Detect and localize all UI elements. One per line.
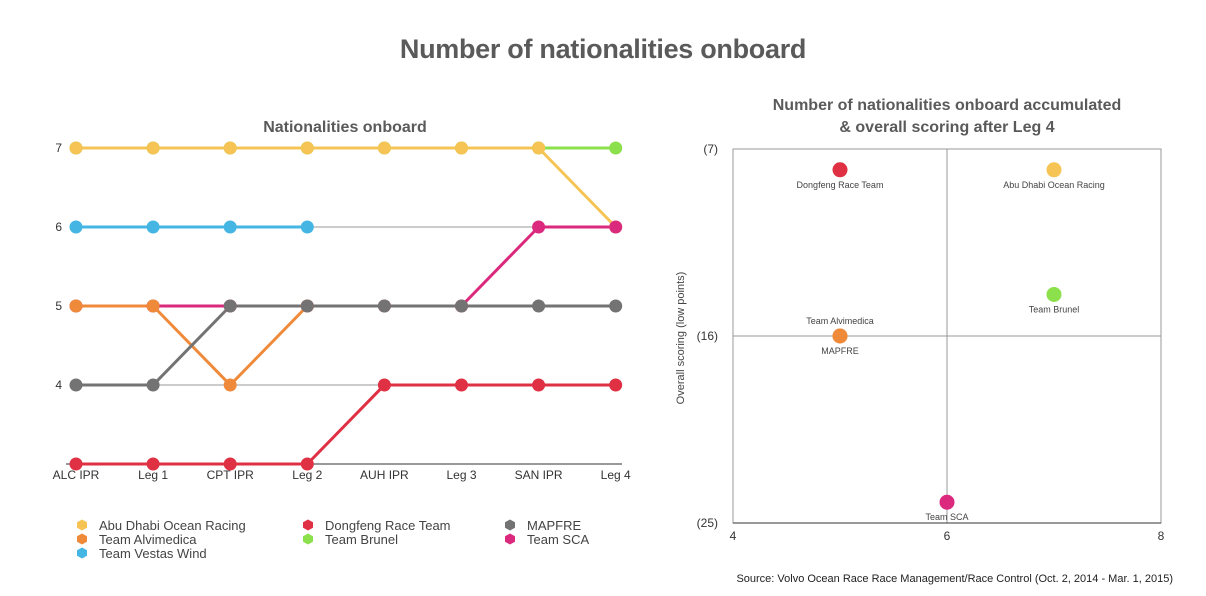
data-point-team-alvimedica	[69, 299, 83, 313]
series-line-dongfeng-race-team	[76, 383, 616, 466]
source-note: Source: Volvo Ocean Race Race Management…	[736, 573, 1173, 585]
legend-marker-team-alvimedica	[77, 533, 87, 545]
y-tick-label: (25)	[697, 516, 718, 530]
point-label-team-sca: Team SCA	[925, 512, 968, 522]
data-point-mapfre	[377, 299, 391, 313]
data-point-abu-dhabi-ocean-racing	[455, 141, 468, 155]
data-point-abu-dhabi-ocean-racing	[223, 141, 237, 155]
data-point-mapfre	[832, 328, 848, 344]
line-chart: Nationalities onboard 7 6 5 4 ALC IPR Leg 1 CPT…	[53, 119, 631, 561]
data-point-mapfre	[455, 299, 468, 313]
point-label-abu-dhabi-ocean-racing: Abu Dhabi Ocean Racing	[1003, 180, 1105, 190]
data-point-dongfeng-race-team	[377, 378, 391, 392]
data-point-mapfre	[69, 378, 83, 392]
series-line-abu-dhabi-ocean-racing	[76, 146, 617, 229]
data-point-dongfeng-race-team	[455, 378, 468, 392]
scatter-chart: Number of nationalities onboard accumula…	[675, 97, 1165, 543]
series-line-mapfre	[76, 304, 616, 387]
data-point-team-brunel	[1046, 286, 1062, 302]
data-point-team-sca	[532, 220, 546, 234]
y-tick-label: 7	[55, 141, 62, 155]
data-point-team-brunel	[609, 141, 623, 155]
y-tick-label: 4	[55, 378, 62, 392]
y-tick-label: 6	[55, 220, 62, 234]
legend-marker-team-vestas-wind	[77, 547, 87, 559]
data-point-team-vestas-wind	[300, 220, 314, 234]
point-label-dongfeng-race-team: Dongfeng Race Team	[797, 180, 884, 190]
x-tick-label: Leg 2	[292, 468, 322, 482]
data-point-team-vestas-wind	[146, 220, 160, 234]
data-point-team-sca	[609, 220, 623, 234]
y-tick-label: (7)	[703, 142, 718, 156]
data-point-mapfre	[532, 299, 546, 313]
data-point-mapfre	[300, 299, 314, 313]
legend-label-abu-dhabi-ocean-racing: Abu Dhabi Ocean Racing	[99, 518, 246, 533]
legend-label-mapfre: MAPFRE	[527, 518, 582, 533]
data-point-dongfeng-race-team	[146, 457, 160, 471]
data-point-abu-dhabi-ocean-racing	[532, 141, 546, 155]
legend-marker-dongfeng-race-team	[303, 519, 313, 531]
point-label-team-brunel: Team Brunel	[1029, 304, 1080, 314]
x-tick-label: SAN IPR	[515, 468, 563, 482]
legend-label-team-vestas-wind: Team Vestas Wind	[99, 546, 207, 561]
data-point-abu-dhabi-ocean-racing	[1046, 162, 1062, 178]
data-point-mapfre	[146, 378, 160, 392]
data-point-dongfeng-race-team	[832, 162, 848, 178]
series-line-team-sca	[76, 225, 616, 308]
data-point-dongfeng-race-team	[223, 457, 237, 471]
data-point-dongfeng-race-team	[300, 457, 314, 471]
legend-marker-abu-dhabi-ocean-racing	[77, 519, 87, 531]
data-point-mapfre	[609, 299, 623, 313]
data-point-dongfeng-race-team	[69, 457, 83, 471]
x-tick-label: Leg 1	[138, 468, 168, 482]
x-tick-label: ALC IPR	[53, 468, 100, 482]
data-point-abu-dhabi-ocean-racing	[69, 141, 83, 155]
x-tick-label: 6	[944, 529, 951, 543]
scatter-chart-title-line-2: & overall scoring after Leg 4	[839, 119, 1054, 136]
data-point-team-sca	[939, 494, 955, 510]
data-point-dongfeng-race-team	[609, 378, 623, 392]
x-tick-label: AUH IPR	[360, 468, 409, 482]
point-label-mapfre: MAPFRE	[821, 346, 859, 356]
y-axis-title: Overall scoring (low points)	[675, 272, 687, 405]
data-point-abu-dhabi-ocean-racing	[300, 141, 314, 155]
x-tick-label: Leg 3	[446, 468, 476, 482]
data-point-team-alvimedica	[223, 378, 237, 392]
y-tick-label: (16)	[697, 329, 718, 343]
data-point-team-vestas-wind	[223, 220, 237, 234]
data-point-mapfre	[223, 299, 237, 313]
data-point-abu-dhabi-ocean-racing	[146, 141, 160, 155]
line-chart-title: Nationalities onboard	[263, 119, 427, 136]
point-label-team-alvimedica: Team Alvimedica	[806, 316, 874, 326]
legend-marker-team-brunel	[303, 533, 313, 545]
x-tick-label: 8	[1158, 529, 1165, 543]
x-tick-label: Leg 4	[601, 468, 631, 482]
x-tick-label: 4	[730, 529, 737, 543]
y-tick-label: 5	[55, 299, 62, 313]
legend-marker-mapfre	[505, 519, 515, 531]
scatter-chart-title-line-1: Number of nationalities onboard accumula…	[773, 97, 1122, 114]
legend-label-team-brunel: Team Brunel	[325, 532, 398, 547]
page-title: Number of nationalities onboard	[399, 34, 807, 64]
legend-label-team-alvimedica: Team Alvimedica	[99, 532, 197, 547]
legend-label-dongfeng-race-team: Dongfeng Race Team	[325, 518, 451, 533]
data-point-dongfeng-race-team	[532, 378, 546, 392]
data-point-team-vestas-wind	[69, 220, 83, 234]
data-point-abu-dhabi-ocean-racing	[377, 141, 391, 155]
legend-marker-team-sca	[505, 533, 515, 545]
data-point-team-alvimedica	[146, 299, 160, 313]
legend-label-team-sca: Team SCA	[527, 532, 589, 547]
x-tick-label: CPT IPR	[207, 468, 254, 482]
